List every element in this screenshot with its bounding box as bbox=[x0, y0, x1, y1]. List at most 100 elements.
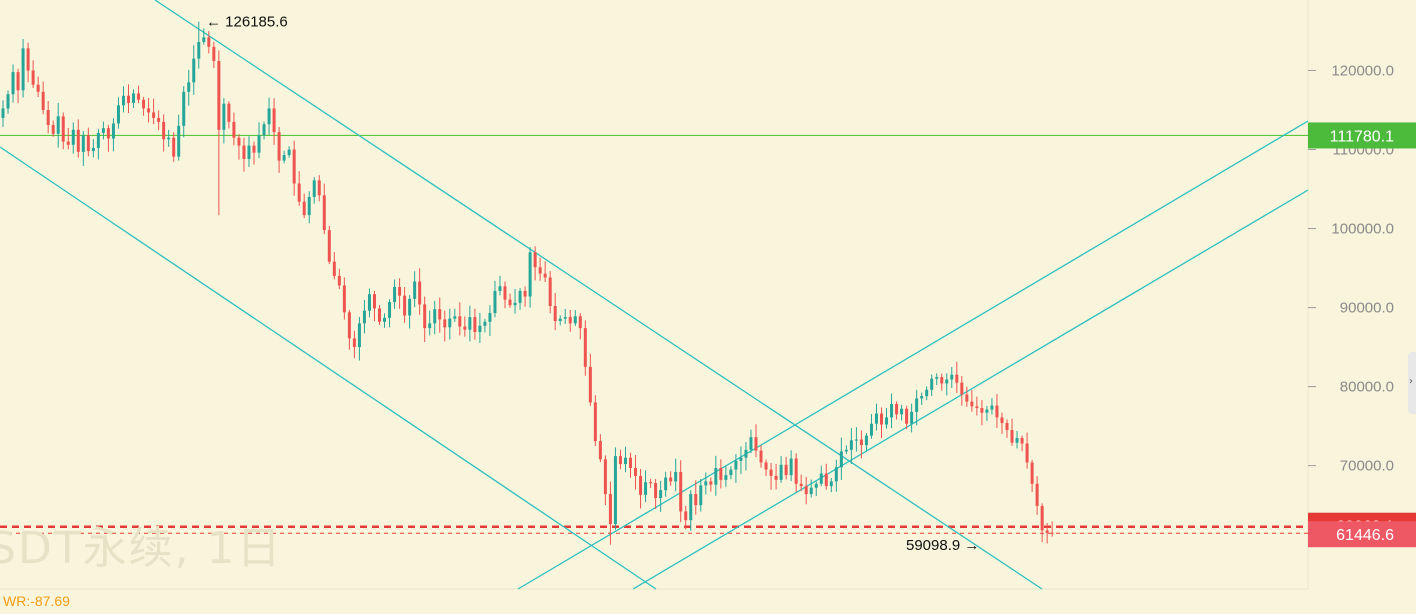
candle-body bbox=[629, 457, 632, 468]
candle-body bbox=[910, 411, 914, 424]
candle-body bbox=[383, 317, 387, 322]
candle-body bbox=[613, 456, 617, 525]
candle-body bbox=[76, 129, 80, 152]
candle-body bbox=[518, 290, 522, 303]
candle-body bbox=[277, 132, 281, 161]
candle-body bbox=[227, 103, 231, 122]
candle-body bbox=[784, 464, 788, 476]
candle-body bbox=[1025, 443, 1029, 463]
candle-body bbox=[729, 469, 733, 476]
candle-body bbox=[744, 449, 748, 458]
candle-body bbox=[859, 439, 863, 446]
candle-body bbox=[669, 477, 673, 482]
candle-body bbox=[172, 137, 176, 157]
candle-body bbox=[302, 201, 306, 216]
candle-body bbox=[890, 403, 894, 418]
candle-body bbox=[834, 467, 838, 482]
candle-body bbox=[91, 147, 95, 152]
candle-body bbox=[533, 252, 537, 268]
candle-body bbox=[367, 294, 371, 311]
candle-body bbox=[212, 46, 216, 62]
candle-body bbox=[357, 323, 361, 348]
candle-body bbox=[307, 196, 311, 216]
y-tick-label: 80000.0 bbox=[1340, 379, 1394, 396]
candle-body bbox=[618, 456, 622, 465]
candle-body bbox=[568, 317, 572, 324]
candle-body bbox=[398, 287, 402, 296]
candle-body bbox=[418, 281, 422, 305]
candle-body bbox=[428, 323, 432, 329]
candle-body bbox=[372, 294, 376, 309]
candle-body bbox=[322, 195, 326, 231]
candle-body bbox=[684, 511, 688, 521]
candle-body bbox=[317, 180, 321, 196]
candle-body bbox=[869, 423, 873, 436]
candle-body bbox=[242, 145, 246, 160]
candle-body bbox=[142, 99, 146, 109]
candle-body bbox=[202, 37, 206, 43]
candle-body bbox=[513, 302, 517, 306]
trendline-3[interactable] bbox=[632, 189, 1309, 590]
candle-body bbox=[739, 457, 743, 461]
candle-body bbox=[799, 483, 803, 487]
candle-body bbox=[413, 281, 417, 299]
candle-body bbox=[829, 481, 833, 487]
candle-body bbox=[237, 137, 241, 146]
candle-body bbox=[769, 469, 773, 476]
candle-body bbox=[930, 378, 934, 390]
candle-body bbox=[453, 316, 457, 319]
candle-body bbox=[247, 145, 251, 160]
candle-body bbox=[819, 473, 823, 484]
trendline-1[interactable] bbox=[0, 146, 657, 590]
candle-body bbox=[1035, 483, 1039, 506]
candle-body bbox=[694, 494, 698, 506]
candle-body bbox=[1000, 417, 1004, 423]
candle-body bbox=[538, 267, 542, 274]
wr-indicator-value: WR:-87.69 bbox=[3, 593, 70, 609]
candle-body bbox=[116, 105, 120, 124]
candle-body bbox=[548, 277, 552, 306]
candle-body bbox=[704, 481, 708, 486]
candle-body bbox=[714, 467, 718, 485]
candle-body bbox=[137, 93, 141, 100]
candle-body bbox=[839, 451, 843, 468]
candle-body bbox=[207, 37, 211, 47]
candle-body bbox=[809, 487, 813, 495]
trendline-2[interactable] bbox=[517, 120, 1309, 590]
candle-body bbox=[362, 310, 366, 324]
candle-body bbox=[503, 286, 507, 300]
candle-body bbox=[71, 129, 75, 145]
candle-body bbox=[56, 116, 60, 134]
candle-body bbox=[46, 110, 50, 126]
candle-body bbox=[51, 125, 55, 134]
candle-body bbox=[458, 316, 462, 327]
candle-body bbox=[61, 116, 65, 142]
candle-body bbox=[734, 460, 738, 470]
candle-body bbox=[779, 464, 783, 480]
candle-body bbox=[598, 441, 602, 460]
candle-body bbox=[523, 290, 527, 297]
candle-body bbox=[36, 84, 40, 92]
candle-body bbox=[960, 382, 964, 395]
candle-body bbox=[448, 318, 452, 328]
candle-body bbox=[147, 108, 151, 113]
candle-body bbox=[804, 486, 808, 495]
candle-body bbox=[759, 450, 763, 463]
y-tick-label: 90000.0 bbox=[1340, 300, 1394, 317]
candle-body bbox=[920, 396, 924, 399]
trendline-0[interactable] bbox=[154, 0, 1043, 590]
collapse-panel-tab[interactable]: › bbox=[1408, 352, 1416, 414]
candle-body bbox=[342, 285, 346, 313]
candle-body bbox=[824, 473, 828, 487]
candle-body bbox=[423, 304, 427, 329]
candle-body bbox=[197, 42, 201, 59]
candle-body bbox=[152, 112, 156, 118]
candle-body bbox=[292, 149, 296, 184]
candle-body bbox=[96, 132, 100, 148]
candle-body bbox=[1020, 437, 1024, 444]
candle-body bbox=[327, 230, 331, 262]
candle-body bbox=[905, 408, 909, 424]
candle-body bbox=[709, 481, 713, 485]
